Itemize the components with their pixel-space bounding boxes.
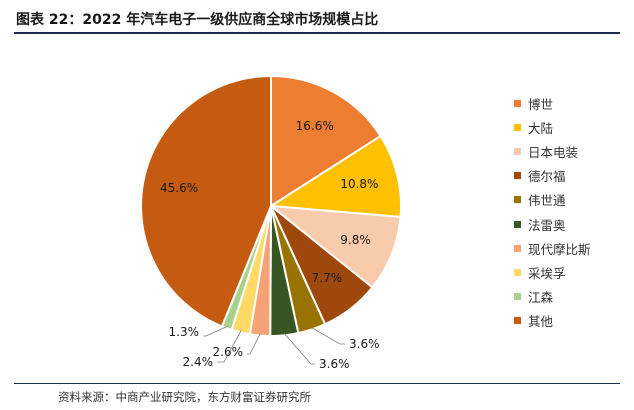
data-label-9: 1.3% [169,325,200,339]
legend-label: 江森 [528,290,554,306]
legend-swatch [514,268,521,276]
legend-label: 法雷奥 [528,217,566,233]
legend-item-8: 采埃孚 [514,260,591,284]
data-label-2: 10.8% [340,177,378,191]
legend-item-1: 博世 [514,91,591,115]
data-label-7: 2.6% [213,345,244,359]
source-note: 资料来源：中商产业研究院，东方财富证券研究所 [58,390,311,404]
legend-swatch [514,196,521,204]
legend-swatch [514,147,521,155]
chart-title: 图表 22：2022 年汽车电子一级供应商全球市场规模占比 [16,12,379,28]
legend-label: 伟世通 [528,193,566,209]
pie-slice-3 [267,204,402,289]
leader-line-9 [203,326,228,337]
legend-item-2: 大陆 [514,115,591,139]
legend-label: 日本电装 [528,144,579,160]
data-label-3: 9.8% [340,233,371,247]
legend-label: 德尔福 [528,169,566,185]
legend-item-10: 其他 [514,309,591,333]
chart-legend: 博世大陆日本电装德尔福伟世通法雷奥现代摩比斯采埃孚江森其他 [514,91,591,333]
legend-item-7: 现代摩比斯 [514,236,591,260]
legend-swatch [514,220,521,228]
legend-label: 现代摩比斯 [528,241,591,257]
legend-item-9: 江森 [514,285,591,309]
data-label-6: 3.6% [319,357,350,371]
data-label-1: 16.6% [296,119,334,133]
legend-swatch [514,172,521,180]
title-divider [14,32,620,34]
leader-line-6 [283,333,315,365]
legend-swatch [514,317,521,325]
legend-label: 其他 [528,314,554,330]
legend-swatch [514,293,521,301]
legend-item-3: 日本电装 [514,139,591,163]
data-label-8: 2.4% [183,355,214,369]
legend-swatch [514,123,521,131]
legend-label: 博世 [528,96,554,112]
data-label-5: 3.6% [349,337,380,351]
legend-item-6: 法雷奥 [514,212,591,236]
leader-line-7 [247,333,261,355]
data-label-4: 7.7% [312,271,343,285]
leader-line-8 [217,330,242,363]
legend-swatch [514,99,521,107]
legend-label: 大陆 [528,120,554,136]
pie-slice-1 [270,74,382,208]
legend-label: 采埃孚 [528,265,566,281]
pie-slice-10 [140,74,272,328]
legend-item-4: 德尔福 [514,164,591,188]
pie-slice-2 [267,134,402,219]
source-divider [14,383,620,384]
leader-line-5 [311,327,345,345]
data-label-10: 45.6% [160,181,198,195]
legend-swatch [514,244,521,252]
legend-item-5: 伟世通 [514,188,591,212]
